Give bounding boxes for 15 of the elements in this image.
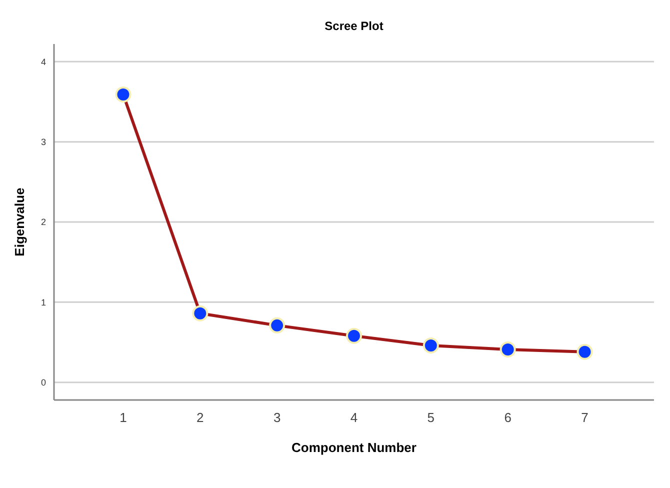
x-tick-label: 6 <box>504 410 512 425</box>
x-tick-label: 4 <box>350 410 358 425</box>
y-tick-label: 3 <box>40 136 46 147</box>
x-tick-label: 5 <box>427 410 435 425</box>
x-tick-label: 7 <box>581 410 588 425</box>
x-tick-label: 2 <box>196 410 204 425</box>
y-tick-label: 0 <box>40 378 46 388</box>
y-tick-label: 1 <box>40 297 46 308</box>
chart-title: Scree Plot <box>324 19 384 33</box>
x-tick-label: 1 <box>120 410 127 425</box>
y-tick-label: 2 <box>40 217 46 228</box>
y-axis-title: Eigenvalue <box>12 188 27 256</box>
x-tick-label: 3 <box>273 410 281 425</box>
y-tick-label: 4 <box>40 56 46 67</box>
x-axis-title: Component Number <box>292 440 416 455</box>
